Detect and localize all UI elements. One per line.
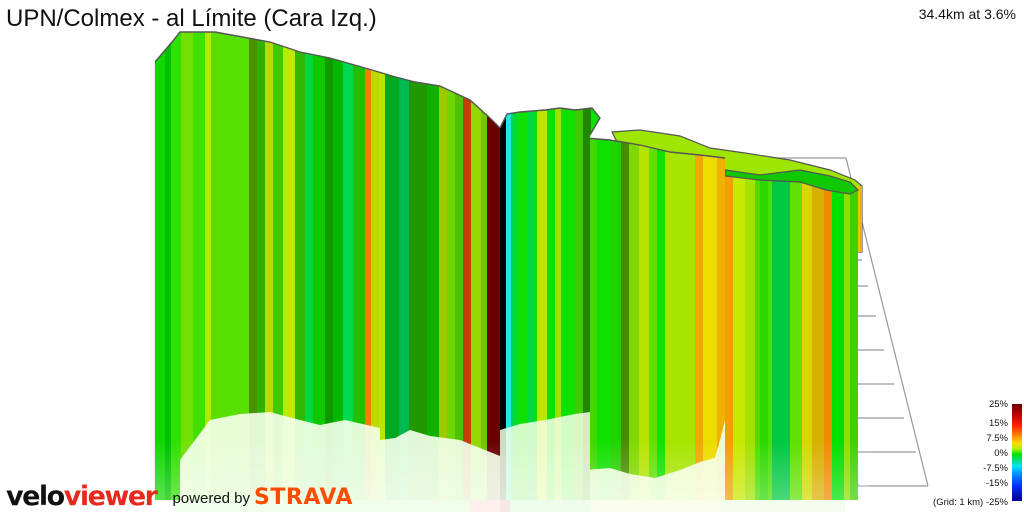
ribbon-right-top (724, 169, 860, 195)
branding: veloviewer powered by STRAVA (6, 481, 353, 512)
chart-title: UPN/Colmex - al Límite (Cara Izq.) (6, 5, 377, 32)
gradient-colorbar (1012, 404, 1022, 501)
ribbon-centre-top (499, 107, 601, 136)
legend-tick-0: 0% (994, 448, 1008, 459)
legend-tick-15: 15% (988, 418, 1008, 429)
powered-by-label: powered by (172, 490, 251, 507)
strava-logo[interactable]: STRAVA (254, 485, 353, 510)
legend-tick-7-5: 7.5% (986, 433, 1008, 444)
ribbon-middle-top (584, 137, 726, 159)
gradient-legend: 25% 15% 7.5% 0% -7.5% -15% (Grid: 1 km) … (920, 398, 1024, 512)
grid-scale-note: (Grid: 1 km) (933, 497, 984, 508)
veloviewer-logo[interactable]: veloviewer (6, 481, 158, 512)
legend-tick-neg-25: (Grid: 1 km) -25% (933, 497, 1008, 508)
legend-tick-neg-15: -15% (985, 478, 1008, 489)
ribbon-front-left-top (154, 31, 501, 129)
legend-tick-25: 25% (988, 399, 1008, 410)
ribbon-middle (585, 138, 725, 500)
distance-gradient-stat: 34.4km at 3.6% (918, 6, 1016, 22)
legend-tick-neg-7-5: -7.5% (983, 463, 1008, 474)
